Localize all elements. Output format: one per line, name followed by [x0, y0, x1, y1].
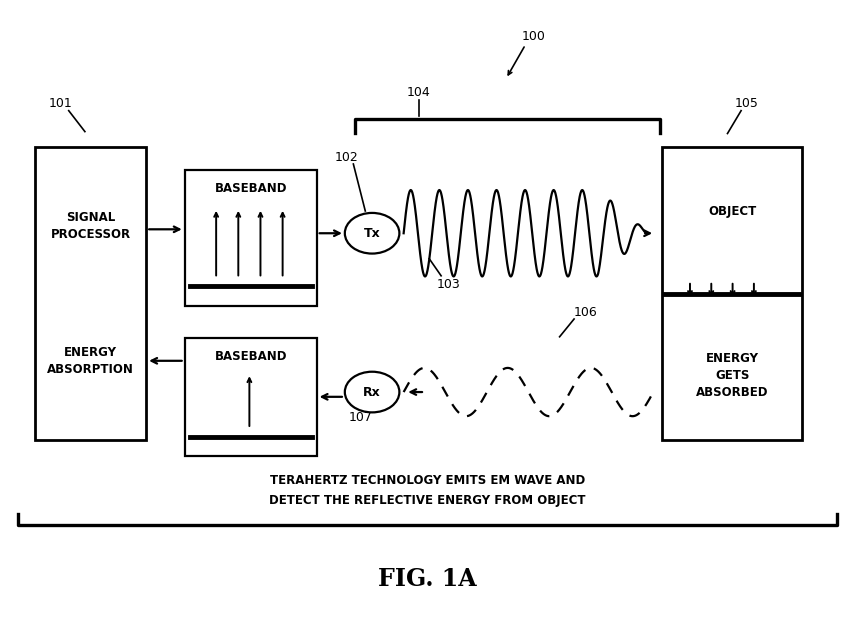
Text: BASEBAND: BASEBAND: [215, 182, 287, 195]
Text: 105: 105: [735, 96, 759, 110]
Text: ENERGY
GETS
ABSORBED: ENERGY GETS ABSORBED: [696, 352, 769, 399]
Text: SIGNAL
PROCESSOR: SIGNAL PROCESSOR: [50, 211, 131, 241]
Text: ENERGY
ABSORPTION: ENERGY ABSORPTION: [47, 346, 134, 376]
Text: Tx: Tx: [363, 226, 380, 240]
Text: BASEBAND: BASEBAND: [215, 350, 287, 364]
Text: 104: 104: [407, 86, 431, 100]
Circle shape: [345, 372, 399, 412]
Text: TERAHERTZ TECHNOLOGY EMITS EM WAVE AND: TERAHERTZ TECHNOLOGY EMITS EM WAVE AND: [270, 475, 585, 487]
Bar: [662, 147, 803, 440]
Text: 100: 100: [522, 30, 546, 43]
Text: FIG. 1A: FIG. 1A: [378, 567, 477, 591]
Bar: [185, 338, 316, 456]
Text: 102: 102: [334, 151, 358, 163]
Circle shape: [345, 213, 399, 253]
Bar: [185, 170, 316, 306]
Text: 107: 107: [349, 411, 373, 424]
Text: 101: 101: [50, 96, 73, 110]
Text: 106: 106: [574, 306, 597, 319]
Text: 103: 103: [437, 278, 461, 290]
Text: Rx: Rx: [363, 385, 381, 399]
Text: DETECT THE REFLECTIVE ENERGY FROM OBJECT: DETECT THE REFLECTIVE ENERGY FROM OBJECT: [269, 494, 586, 507]
Bar: [35, 147, 146, 440]
Text: OBJECT: OBJECT: [708, 205, 757, 218]
